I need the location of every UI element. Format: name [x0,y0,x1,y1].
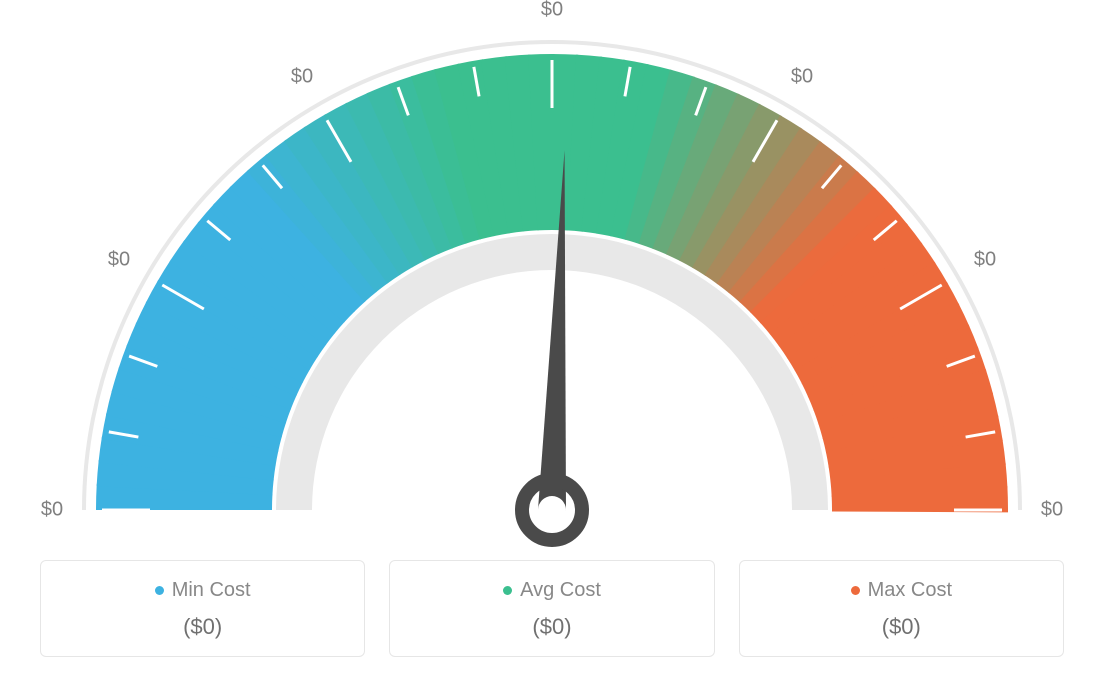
legend-row: Min Cost ($0) Avg Cost ($0) Max Cost ($0… [40,560,1064,657]
legend-label-max: Max Cost [851,579,952,602]
legend-box-min: Min Cost ($0) [40,560,365,657]
legend-text-avg: Avg Cost [520,579,601,602]
legend-dot-max [851,586,860,595]
gauge-scale-label: $0 [291,65,313,88]
legend-text-max: Max Cost [868,579,952,602]
gauge-scale-label: $0 [791,65,813,88]
legend-value-avg: ($0) [400,614,703,640]
gauge-scale-label: $0 [974,249,996,272]
gauge-scale-label: $0 [108,249,130,272]
legend-text-min: Min Cost [172,579,251,602]
legend-value-min: ($0) [51,614,354,640]
legend-value-max: ($0) [750,614,1053,640]
legend-dot-avg [503,586,512,595]
gauge-chart-container: $0 $0 $0 $0 $0 $0 $0 Min Cost ($0) Avg Cost ($… [0,0,1104,690]
gauge-area: $0$0$0$0$0$0$0 [40,10,1064,550]
legend-dot-min [155,586,164,595]
gauge-scale-label: $0 [41,499,63,522]
gauge-scale-label: $0 [541,0,563,22]
gauge-scale-label: $0 [1041,499,1063,522]
legend-box-avg: Avg Cost ($0) [389,560,714,657]
gauge-svg [40,10,1064,550]
legend-box-max: Max Cost ($0) [739,560,1064,657]
legend-label-avg: Avg Cost [503,579,601,602]
legend-label-min: Min Cost [155,579,251,602]
